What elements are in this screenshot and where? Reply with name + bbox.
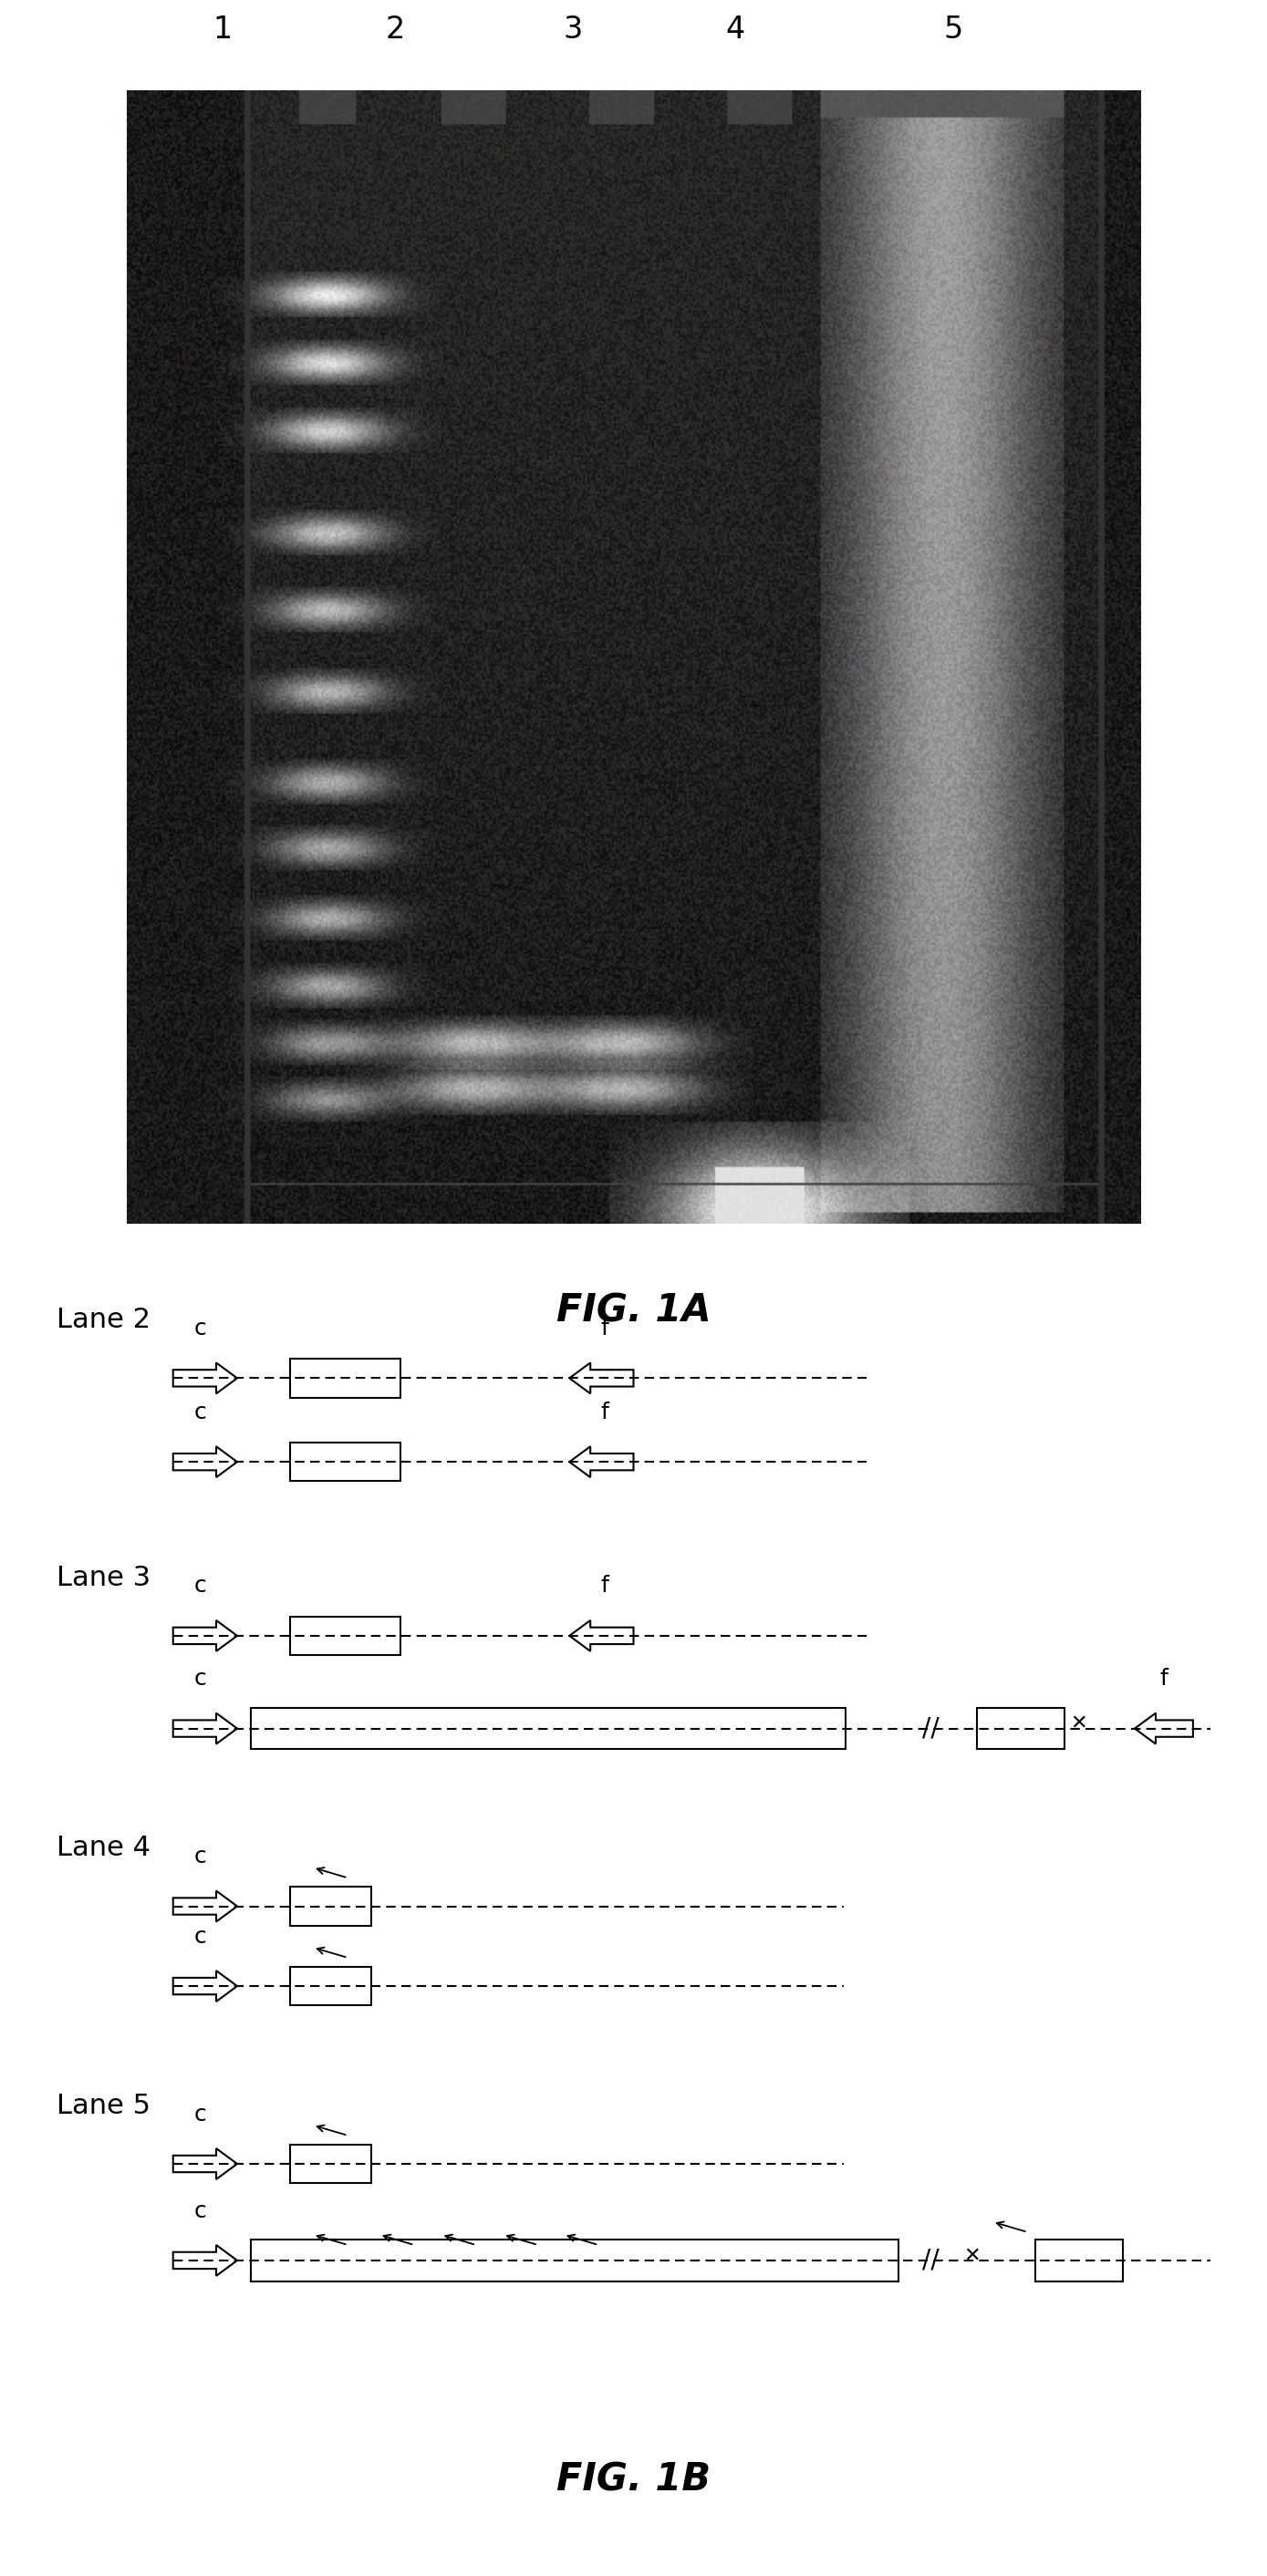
Bar — [290, 1968, 371, 2004]
Text: c: c — [194, 2105, 207, 2125]
Text: f: f — [1159, 1669, 1168, 1690]
FancyArrow shape — [174, 1448, 237, 1479]
Text: 1: 1 — [213, 15, 233, 44]
Text: ✕: ✕ — [963, 2246, 981, 2264]
FancyArrow shape — [174, 1891, 237, 1922]
Text: 2: 2 — [385, 15, 405, 44]
Text: ✕: ✕ — [1071, 1713, 1087, 1734]
Text: c: c — [194, 1401, 207, 1422]
FancyArrow shape — [174, 1363, 237, 1394]
Text: c: c — [194, 1927, 207, 1947]
Text: c: c — [194, 2200, 207, 2221]
Text: Lane 2: Lane 2 — [57, 1306, 151, 1334]
FancyArrow shape — [569, 1363, 634, 1394]
FancyArrow shape — [174, 1620, 237, 1651]
Text: //: // — [922, 1716, 939, 1741]
Text: c: c — [194, 1577, 207, 1597]
FancyArrow shape — [174, 2244, 237, 2277]
Bar — [290, 1443, 400, 1481]
Text: c: c — [194, 1847, 207, 1868]
Text: 4: 4 — [725, 15, 745, 44]
FancyArrow shape — [174, 2148, 237, 2179]
Text: Lane 3: Lane 3 — [57, 1564, 151, 1592]
Bar — [977, 1708, 1064, 1749]
FancyArrow shape — [1135, 1713, 1194, 1744]
Text: Lane 5: Lane 5 — [57, 2092, 151, 2120]
Text: FIG. 1B: FIG. 1B — [556, 2460, 711, 2499]
Text: Lane 4: Lane 4 — [57, 1834, 151, 1862]
FancyArrow shape — [569, 1620, 634, 1651]
Bar — [1035, 2241, 1123, 2282]
Bar — [290, 2143, 371, 2184]
Text: //: // — [922, 2249, 939, 2272]
Bar — [290, 1618, 400, 1656]
Text: f: f — [601, 1319, 608, 1340]
Text: c: c — [194, 1669, 207, 1690]
Bar — [290, 1360, 400, 1396]
Text: 3: 3 — [563, 15, 583, 44]
Bar — [290, 1886, 371, 1927]
FancyArrow shape — [174, 1713, 237, 1744]
Bar — [251, 2241, 898, 2282]
FancyArrow shape — [174, 1971, 237, 2002]
Text: 5: 5 — [943, 15, 963, 44]
FancyArrow shape — [569, 1448, 634, 1479]
Text: f: f — [601, 1401, 608, 1422]
Text: f: f — [601, 1577, 608, 1597]
Text: c: c — [194, 1319, 207, 1340]
Text: FIG. 1A: FIG. 1A — [556, 1291, 711, 1329]
Bar — [251, 1708, 845, 1749]
